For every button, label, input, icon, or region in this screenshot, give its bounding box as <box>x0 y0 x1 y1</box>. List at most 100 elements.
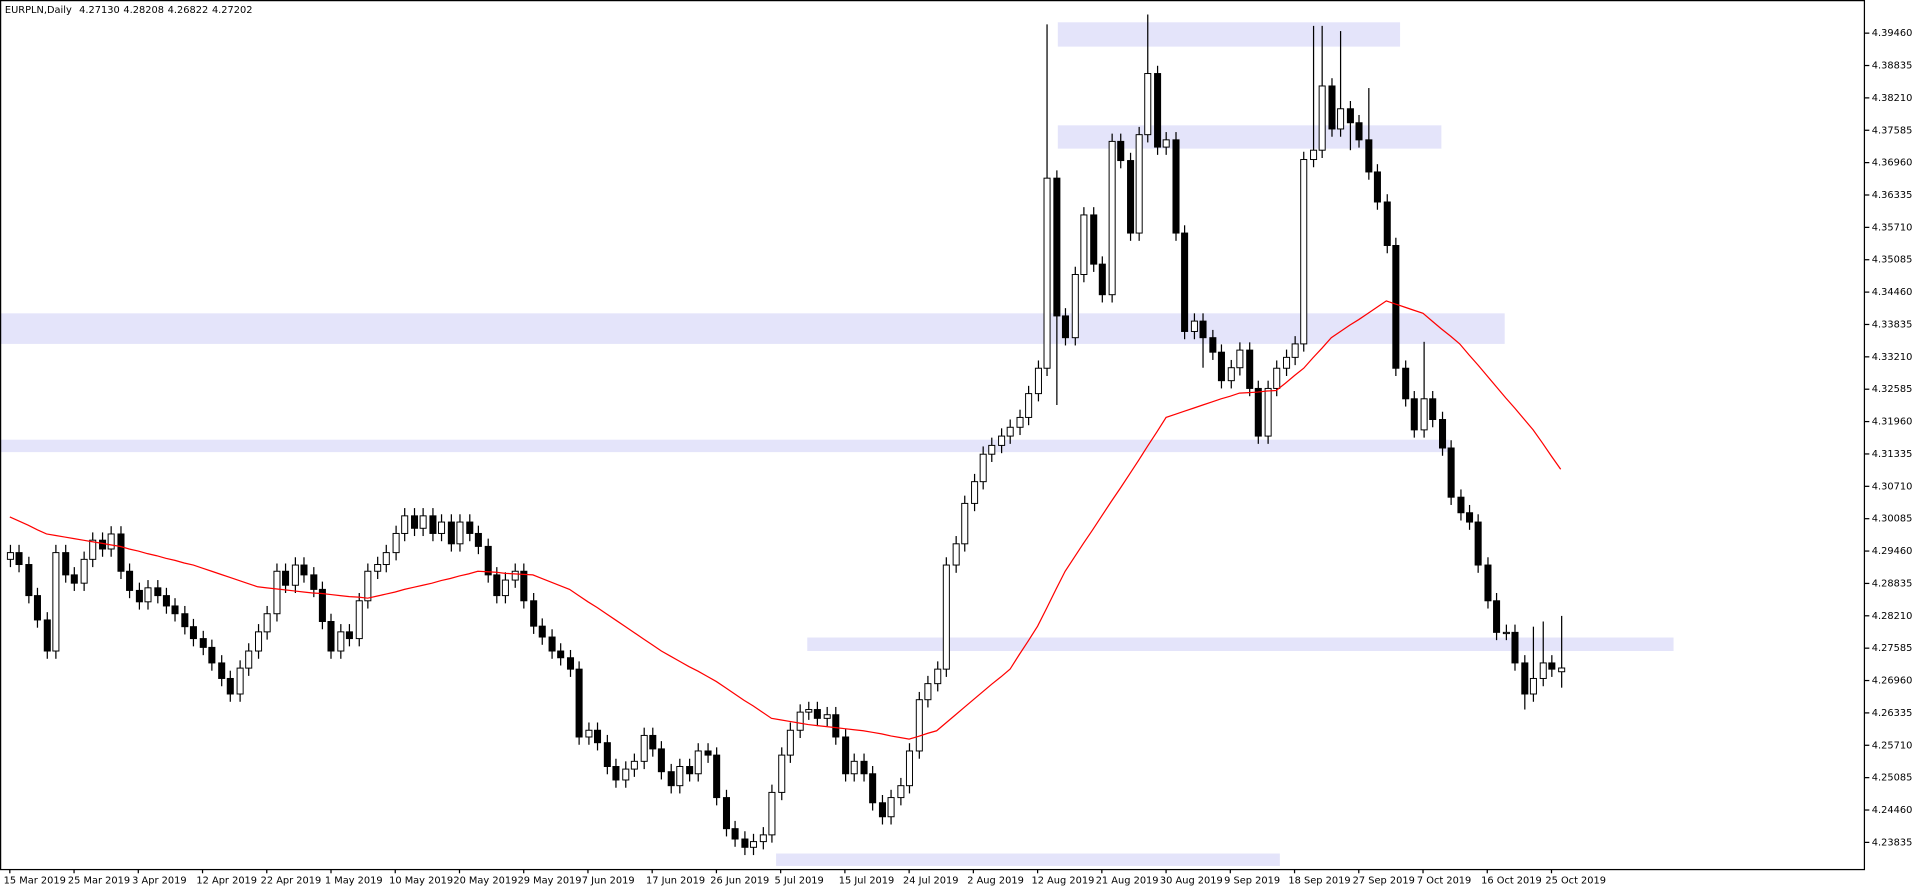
moving-average <box>9 300 1562 740</box>
candle-body <box>749 841 758 848</box>
candle-body <box>704 750 712 756</box>
y-tick-label: 4.27585 <box>1872 643 1913 654</box>
candle-body <box>1135 134 1143 234</box>
candle-body <box>33 595 41 621</box>
candle-body <box>676 766 684 787</box>
header-low: 4.26822 <box>168 5 209 16</box>
candle-body <box>1328 85 1336 130</box>
candle-body <box>530 600 538 627</box>
candle-body <box>484 545 492 576</box>
candle-body <box>208 646 216 664</box>
candle-body <box>520 570 528 602</box>
candle-body <box>15 552 23 566</box>
y-tick-label: 4.24460 <box>1872 805 1913 816</box>
candle-body <box>1429 398 1437 421</box>
y-tick-label: 4.34460 <box>1872 287 1913 298</box>
candle-body <box>1484 564 1492 602</box>
candle-body <box>438 521 446 534</box>
y-tick-label: 4.30710 <box>1872 481 1913 492</box>
y-tick-label: 4.33210 <box>1872 352 1913 363</box>
candle-body <box>255 631 263 652</box>
candle-body <box>355 600 363 640</box>
candle-body <box>1548 662 1556 670</box>
candle-body <box>1190 320 1198 332</box>
candle-body <box>594 729 602 744</box>
candle-body <box>456 521 464 545</box>
candle-body <box>1080 214 1088 275</box>
candle-body <box>117 533 125 572</box>
candle-body <box>318 588 326 622</box>
candle-body <box>1273 367 1281 389</box>
candle-body <box>107 533 115 550</box>
y-tick-label: 4.26335 <box>1872 708 1913 719</box>
candle-body <box>1043 177 1051 369</box>
x-tick-label: 21 Aug 2019 <box>1096 876 1159 887</box>
candle-body <box>630 760 638 770</box>
y-tick-label: 4.28210 <box>1872 611 1913 622</box>
candle-body <box>538 625 546 638</box>
candle-body <box>1199 320 1207 339</box>
candle-body <box>1474 521 1482 566</box>
x-tick-label: 15 Mar 2019 <box>4 876 66 887</box>
zone <box>776 853 1280 866</box>
candle-body <box>786 729 794 756</box>
candle-body <box>126 570 134 591</box>
candle-body <box>245 650 253 669</box>
candle-body <box>1006 426 1014 437</box>
candle-body <box>364 570 372 602</box>
candle-body <box>382 552 390 566</box>
x-tick-label: 7 Oct 2019 <box>1417 876 1471 887</box>
candle-body <box>694 750 702 775</box>
candle-body <box>1346 108 1354 124</box>
candle-body <box>566 657 575 670</box>
y-tick-label: 4.31960 <box>1872 417 1913 428</box>
y-tick-label: 4.25710 <box>1872 740 1913 751</box>
header-close: 4.27202 <box>212 5 253 16</box>
candle-body <box>1071 274 1079 339</box>
x-tick-label: 15 Jul 2019 <box>839 876 895 887</box>
candle-body <box>273 570 281 615</box>
candle-body <box>1410 398 1418 431</box>
zone <box>1057 125 1442 149</box>
candle-body <box>43 619 51 652</box>
candle-body <box>759 834 767 843</box>
candle-body <box>1457 496 1465 514</box>
candle-body <box>640 734 648 762</box>
y-tick-label: 4.33835 <box>1872 319 1913 330</box>
candle-body <box>154 587 162 597</box>
candle-body <box>1355 122 1363 141</box>
candle-body <box>585 729 593 738</box>
candle-body <box>310 574 318 590</box>
candle-body <box>915 699 923 752</box>
x-tick-label: 12 Apr 2019 <box>196 876 257 887</box>
candle-body <box>869 773 877 804</box>
candle-body <box>135 589 143 603</box>
y-tick-label: 4.23835 <box>1872 837 1913 848</box>
y-tick-label: 4.38835 <box>1872 61 1913 72</box>
candle-body <box>1227 367 1235 382</box>
candle-body <box>181 613 189 628</box>
candle-body <box>842 736 850 775</box>
candle-body <box>1090 214 1098 265</box>
candle-body <box>1402 367 1410 400</box>
candle-body <box>144 587 152 603</box>
candle-body <box>162 595 170 607</box>
candle-body <box>548 636 556 652</box>
candle-body <box>850 760 858 775</box>
candle-body <box>1127 160 1135 234</box>
candle-body <box>860 760 868 775</box>
candle-body <box>1529 677 1537 695</box>
candle-body <box>722 797 731 830</box>
candle-body <box>1108 140 1116 296</box>
candle-body <box>1098 263 1106 296</box>
candle-body <box>1034 367 1042 395</box>
candle-body <box>971 481 979 504</box>
candle-body <box>1154 73 1162 148</box>
x-tick-label: 3 Apr 2019 <box>132 876 186 887</box>
candle-body <box>897 785 905 799</box>
candle-body <box>410 515 419 529</box>
candle-body <box>80 558 88 584</box>
candle-body <box>70 574 78 584</box>
candle-body <box>731 828 739 840</box>
x-tick-label: 29 May 2019 <box>518 876 582 887</box>
